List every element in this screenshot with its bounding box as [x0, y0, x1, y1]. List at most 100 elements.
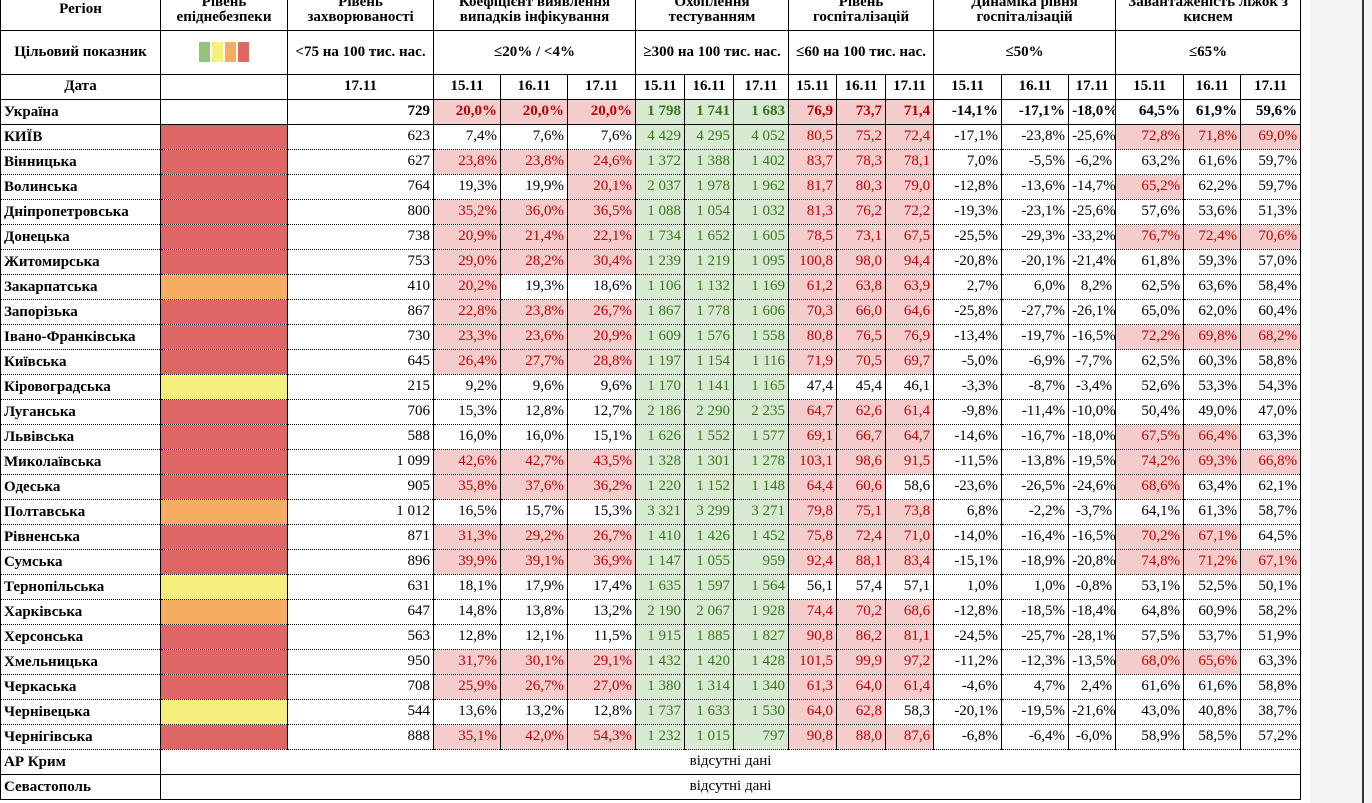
- value: -13,4%: [933, 324, 1003, 350]
- value: -17,1%: [1001, 99, 1070, 125]
- value: 1 055: [684, 549, 734, 575]
- value: 57,4: [836, 574, 887, 600]
- value: 63,3%: [1240, 424, 1302, 450]
- level: [160, 299, 288, 325]
- value: -12,8%: [933, 174, 1003, 200]
- value: 1 147: [635, 549, 685, 575]
- level: [160, 449, 288, 475]
- value: 1 420: [684, 649, 734, 675]
- value: 68,2%: [1240, 324, 1302, 350]
- table-header: Регіон Рівень епіднебезпеки Рівень захворю…: [0, 0, 1302, 100]
- level: [160, 149, 288, 175]
- value: -18,0%: [1068, 99, 1117, 125]
- value: 26,7%: [567, 299, 636, 325]
- value: 1 734: [635, 224, 685, 250]
- region-row: Дніпропетровська 800 35,2% 36,0% 36,5% 1 088 1…: [0, 199, 1302, 225]
- region: АР Крим: [0, 749, 161, 775]
- value: 23,8%: [500, 149, 568, 175]
- value: 62,5%: [1115, 349, 1185, 375]
- value: 31,3%: [433, 524, 501, 550]
- region-row: Волинська 764 19,3% 19,9% 20,1% 2 037 1 978 1 9…: [0, 174, 1302, 200]
- target: ≤65%: [1115, 30, 1302, 75]
- value: 2 235: [732, 399, 790, 425]
- value: 23,8%: [433, 149, 501, 175]
- value: -19,7%: [1001, 324, 1070, 350]
- value: -12,3%: [1001, 649, 1070, 675]
- level: [160, 274, 288, 300]
- value: 1 741: [684, 99, 734, 125]
- region-row: Закарпатська 410 20,2% 19,3% 18,6% 1 106 1 132…: [0, 274, 1302, 300]
- value: 71,9: [788, 349, 838, 375]
- value: 99,9: [836, 649, 887, 675]
- region: КИЇВ: [0, 124, 161, 150]
- value: 3 299: [684, 499, 734, 525]
- value: 56,1: [788, 574, 838, 600]
- value: -20,8%: [1068, 549, 1117, 575]
- incidence: 753: [287, 249, 434, 275]
- value: 1 116: [732, 349, 790, 375]
- incidence: 1 012: [287, 499, 434, 525]
- value: 80,3: [836, 174, 887, 200]
- value: 1 232: [635, 724, 685, 750]
- value: -29,3%: [1001, 224, 1070, 250]
- value: -18,9%: [1001, 549, 1070, 575]
- date: 17.11: [885, 74, 935, 100]
- value: 74,8%: [1115, 549, 1185, 575]
- value: 1 978: [684, 174, 734, 200]
- value: 78,1: [885, 149, 935, 175]
- value: 18,1%: [433, 574, 501, 600]
- value: 78,3: [836, 149, 887, 175]
- value: -26,1%: [1068, 299, 1117, 325]
- incidence: 1 099: [287, 449, 434, 475]
- value: 64,0: [836, 674, 887, 700]
- value: 81,7: [788, 174, 838, 200]
- value: 1 737: [635, 699, 685, 725]
- incidence: 631: [287, 574, 434, 600]
- level: [160, 649, 288, 675]
- value: 29,1%: [567, 649, 636, 675]
- region-row: Рівненська 871 31,3% 29,2% 26,7% 1 410 1 426 1 …: [0, 524, 1302, 550]
- value: 20,0%: [500, 99, 568, 125]
- column-header: Рівень госпіталізацій: [788, 0, 935, 31]
- level: [160, 199, 288, 225]
- value: 72,8%: [1115, 124, 1185, 150]
- value: -11,2%: [933, 649, 1003, 675]
- value: 7,6%: [567, 124, 636, 150]
- level: [160, 574, 288, 600]
- incidence: 730: [287, 324, 434, 350]
- value: 61,6%: [1183, 149, 1242, 175]
- value: 6,0%: [1001, 274, 1070, 300]
- value: 83,7: [788, 149, 838, 175]
- value: 72,4: [836, 524, 887, 550]
- scrollbar[interactable]: [1362, 0, 1364, 803]
- value: 16,0%: [500, 424, 568, 450]
- value: 1 054: [684, 199, 734, 225]
- value: -6,9%: [1001, 349, 1070, 375]
- value: 54,3%: [1240, 374, 1302, 400]
- value: 1 328: [635, 449, 685, 475]
- target: ≤50%: [933, 30, 1117, 75]
- value: 1 402: [732, 149, 790, 175]
- date: 17.11: [1068, 74, 1117, 100]
- value: 103,1: [788, 449, 838, 475]
- value: 1 239: [635, 249, 685, 275]
- value: 60,6: [836, 474, 887, 500]
- value: 6,8%: [933, 499, 1003, 525]
- value: 69,1: [788, 424, 838, 450]
- region-row: Чернівецька 544 13,6% 13,2% 12,8% 1 737 1 633 1…: [0, 699, 1302, 725]
- column-header: Рівень захворюваності: [287, 0, 434, 31]
- value: 24,6%: [567, 149, 636, 175]
- value: 1 141: [684, 374, 734, 400]
- value: 67,1%: [1240, 549, 1302, 575]
- value: 1 015: [684, 724, 734, 750]
- region-row: Херсонська 563 12,8% 12,1% 11,5% 1 915 1 885 1 …: [0, 624, 1302, 650]
- value: 30,1%: [500, 649, 568, 675]
- column-header: Динаміка рівня госпіталізацій: [933, 0, 1117, 31]
- region-row: Полтавська 1 012 16,5% 15,7% 15,3% 3 321 3 299…: [0, 499, 1302, 525]
- incidence: 905: [287, 474, 434, 500]
- value: 36,2%: [567, 474, 636, 500]
- value: 62,2%: [1183, 174, 1242, 200]
- value: 1 577: [732, 424, 790, 450]
- value: 64,8%: [1115, 599, 1185, 625]
- value: 2 186: [635, 399, 685, 425]
